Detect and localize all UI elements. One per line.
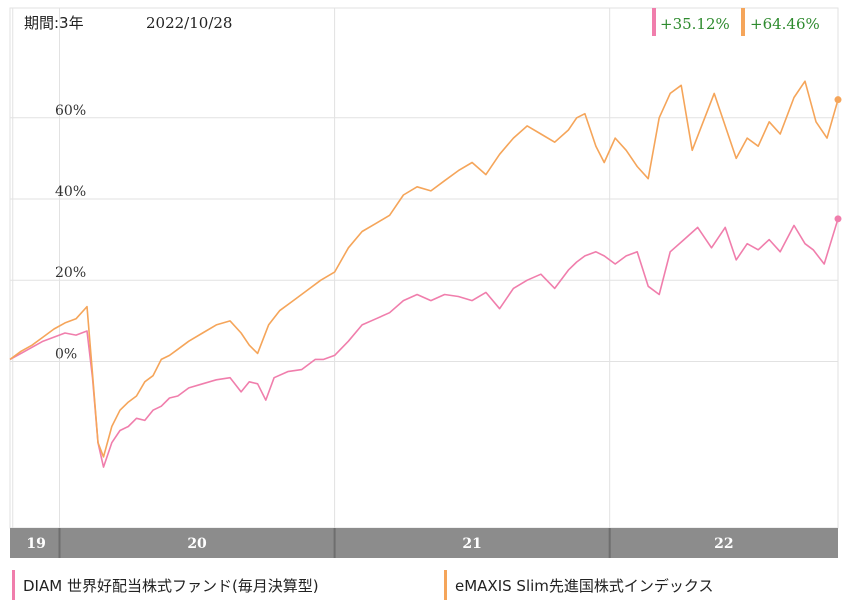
x-axis-band	[10, 528, 838, 558]
date-label: 2022/10/28	[146, 14, 232, 32]
x-tick-label: 19	[26, 536, 45, 552]
series-line-0	[9, 218, 839, 468]
series-end-point-1	[834, 96, 842, 104]
return-value-diam: +35.12%	[660, 15, 730, 33]
x-axis-bar: 19 20 21 22	[10, 528, 838, 558]
series-lines	[9, 80, 842, 468]
return-swatch-emaxis	[741, 8, 745, 36]
x-tick-label: 22	[714, 536, 733, 552]
y-tick-label: 20%	[55, 265, 86, 281]
chart-header: 期間:3年 2022/10/28	[24, 14, 232, 32]
y-tick-label: 60%	[55, 103, 86, 119]
y-tick-label: 40%	[55, 184, 86, 200]
series-line-1	[9, 80, 839, 458]
return-swatch-diam	[652, 8, 656, 36]
period-label: 期間:3年	[24, 14, 84, 32]
return-badges: +35.12% +64.46%	[652, 8, 820, 36]
series-end-point-0	[834, 215, 842, 223]
y-axis: 0% 20% 40% 60%	[55, 103, 86, 363]
legend-label-diam: DIAM 世界好配当株式ファンド(毎月決算型)	[23, 576, 319, 595]
legend-item-emaxis: eMAXIS Slim先進国株式インデックス	[444, 568, 713, 602]
legend-label-emaxis: eMAXIS Slim先進国株式インデックス	[455, 576, 714, 595]
legend-swatch-diam	[12, 570, 15, 600]
x-tick-label: 20	[187, 536, 207, 552]
return-value-emaxis: +64.46%	[750, 15, 820, 33]
legend-swatch-emaxis	[444, 570, 447, 600]
legend-item-diam: DIAM 世界好配当株式ファンド(毎月決算型)	[12, 568, 319, 602]
y-tick-label: 0%	[55, 346, 77, 362]
x-tick-label: 21	[462, 536, 481, 552]
